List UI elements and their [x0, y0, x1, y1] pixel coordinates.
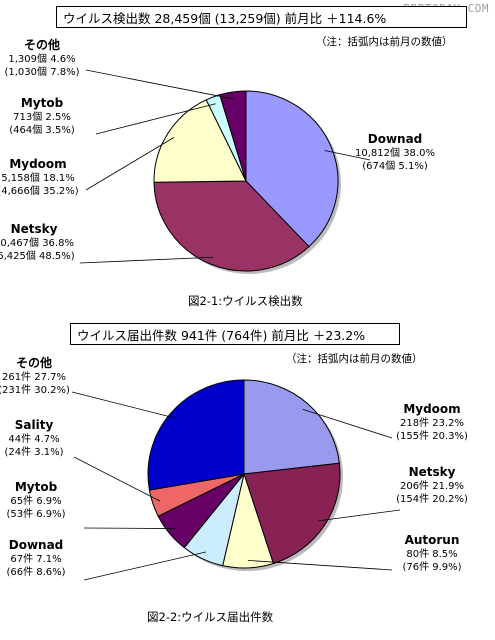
- chart1-label-value: 713個 2.5%: [13, 110, 71, 123]
- chart2-leader-Autorun: [247, 559, 393, 571]
- chart2-label-name: Mytob: [15, 480, 58, 494]
- chart1-label-prev: (6,425個 48.5%): [0, 249, 75, 262]
- chart1-slice-Downad: [245, 90, 339, 248]
- chart2-label-prev: (76件 9.9%): [402, 561, 461, 573]
- chart2-label-prev: (154件 20.2%): [396, 493, 468, 505]
- chart2-label-prev: (231件 30.2%): [0, 384, 70, 396]
- chart1-label-name: その他: [24, 37, 60, 52]
- chart2-label-name: Downad: [9, 538, 64, 552]
- chart2-label-name: Autorun: [405, 533, 460, 547]
- chart2-label-name: Mydoom: [403, 402, 460, 416]
- chart2-label-value: 65件 6.9%: [10, 495, 61, 507]
- chart2-leader-Sality: [73, 456, 161, 502]
- chart1-label-name: Downad: [368, 132, 423, 146]
- chart1-label-prev: (464個 3.5%): [9, 123, 75, 136]
- chart2-label-value: 67件 7.1%: [10, 553, 61, 565]
- chart1-label-value: 5,158個 18.1%: [1, 171, 75, 184]
- chart2-label-value: 206件 21.9%: [400, 480, 464, 492]
- chart1-leader-Mydoom: [85, 137, 175, 191]
- chart2-label-prev: (66件 8.6%): [6, 566, 65, 578]
- chart2-caption: 図2-2:ウイルス届出件数: [147, 610, 274, 624]
- chart1-label-prev: (674個 5.1%): [362, 159, 428, 172]
- chart2-label-value: 218件 23.2%: [400, 417, 464, 429]
- chart1-leader-Netsky: [79, 256, 213, 264]
- chart1-note: （注：括弧内は前月の数値）: [316, 36, 453, 48]
- chart1-title: ウイルス検出数 28,459個 (13,259個) 前月比 ＋114.6%: [56, 6, 467, 28]
- chart2-label-prev: (24件 3.1%): [4, 446, 63, 458]
- chart2-label-prev: (53件 6.9%): [6, 508, 65, 520]
- chart1-label-prev: (4,666個 35.2%): [0, 184, 79, 197]
- chart1-caption: 図2-1:ウイルス検出数: [188, 294, 303, 308]
- chart1-slice-Netsky: [153, 180, 310, 272]
- chart2-leader-Mydoom: [302, 409, 393, 439]
- chart2-label-name: Netsky: [409, 465, 456, 479]
- chart1-slice-その他: [219, 90, 247, 182]
- chart1-label-value: 10,812個 38.0%: [355, 146, 435, 159]
- chart2-label-prev: (155件 20.3%): [396, 430, 468, 442]
- chart1-label-prev: (1,030個 7.8%): [4, 65, 79, 78]
- chart2-leader-その他: [71, 391, 177, 419]
- chart1-leader-Mytob: [95, 103, 216, 135]
- chart2-label-name: Sality: [15, 418, 54, 432]
- chart2-leader-Downad: [83, 551, 206, 581]
- chart1-slice-Mydoom: [153, 99, 247, 183]
- chart2-slice-Mydoom: [243, 379, 340, 475]
- chart2-label-name: その他: [16, 355, 52, 370]
- chart2-label-value: 44件 4.7%: [8, 433, 59, 445]
- chart1-label-value: 1,309個 4.6%: [8, 52, 75, 65]
- chart2-leader-Netsky: [318, 509, 401, 522]
- chart1-leader-Downad: [324, 150, 371, 161]
- chart1-leader-その他: [85, 69, 234, 100]
- chart1-label-name: Netsky: [11, 222, 58, 236]
- chart2-note: （注：括弧内は前月の数値）: [286, 353, 423, 365]
- chart2-title: ウイルス届出件数 941件 (764件) 前月比 ＋23.2%: [70, 323, 400, 345]
- chart2-label-value: 261件 27.7%: [2, 371, 66, 383]
- chart1-label-name: Mydoom: [9, 157, 66, 171]
- chart2-label-value: 80件 8.5%: [406, 548, 457, 560]
- chart2-slice-Netsky: [243, 462, 341, 565]
- chart1-label-value: 10,467個 36.8%: [0, 236, 74, 249]
- chart1-label-name: Mytob: [21, 96, 64, 110]
- chart2-leader-Mytob: [83, 527, 176, 529]
- chart2-slice-その他: [147, 379, 245, 491]
